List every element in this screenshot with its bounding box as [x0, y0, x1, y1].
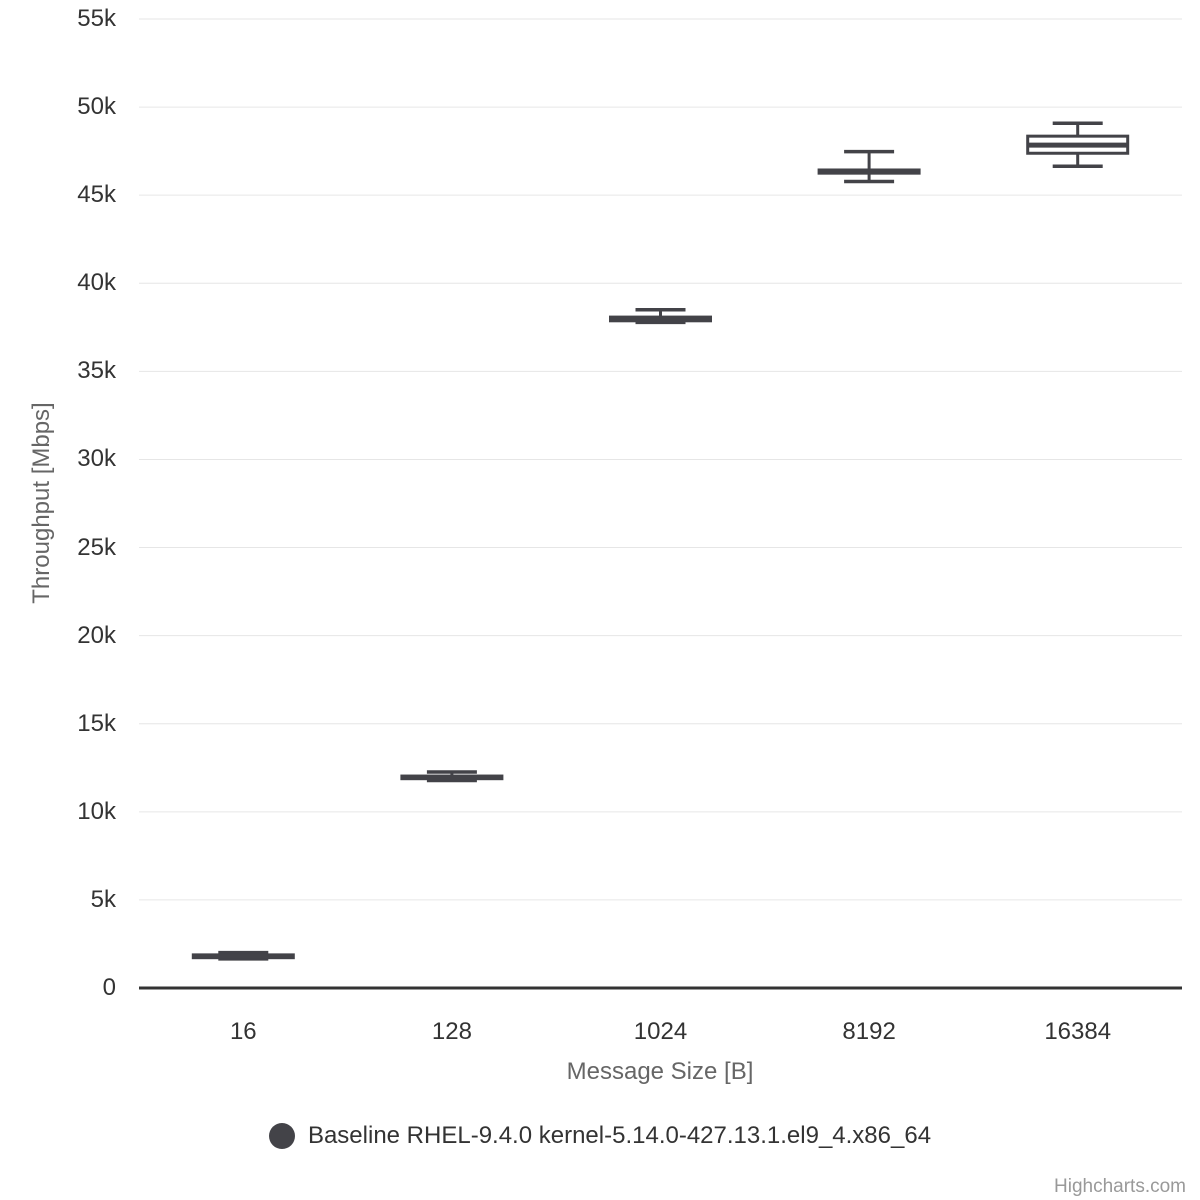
x-tick-label: 8192: [842, 1018, 896, 1045]
highcharts-credits-link[interactable]: Highcharts.com: [1054, 1176, 1186, 1197]
y-tick-label: 45k: [77, 181, 116, 209]
y-tick-label: 30k: [77, 445, 116, 473]
x-tick-label: 16384: [1044, 1018, 1112, 1045]
y-tick-label: 55k: [77, 5, 116, 32]
x-axis-title: Message Size [B]: [566, 1058, 754, 1085]
y-tick-label: 35k: [77, 357, 116, 385]
legend-series-label: Baseline RHEL-9.4.0 kernel-5.14.0-427.13…: [307, 1122, 932, 1149]
x-tick-label: 1024: [633, 1018, 688, 1045]
y-tick-label: 10k: [77, 797, 116, 825]
y-tick-label: 50k: [77, 93, 116, 121]
y-axis-title: Throughput [Mbps]: [28, 402, 55, 604]
legend-marker-icon: [268, 1123, 295, 1149]
legend-item[interactable]: Baseline RHEL-9.4.0 kernel-5.14.0-427.13…: [0, 1122, 1200, 1150]
y-tick-label: 40k: [77, 269, 116, 297]
y-tick-label: 20k: [77, 621, 116, 649]
y-tick-label: 25k: [77, 533, 116, 561]
y-tick-label: 5k: [90, 885, 116, 913]
y-tick-label: 0: [102, 974, 116, 1001]
x-tick-label: 128: [431, 1018, 472, 1045]
y-tick-label: 15k: [77, 709, 116, 737]
x-tick-label: 16: [229, 1018, 257, 1045]
